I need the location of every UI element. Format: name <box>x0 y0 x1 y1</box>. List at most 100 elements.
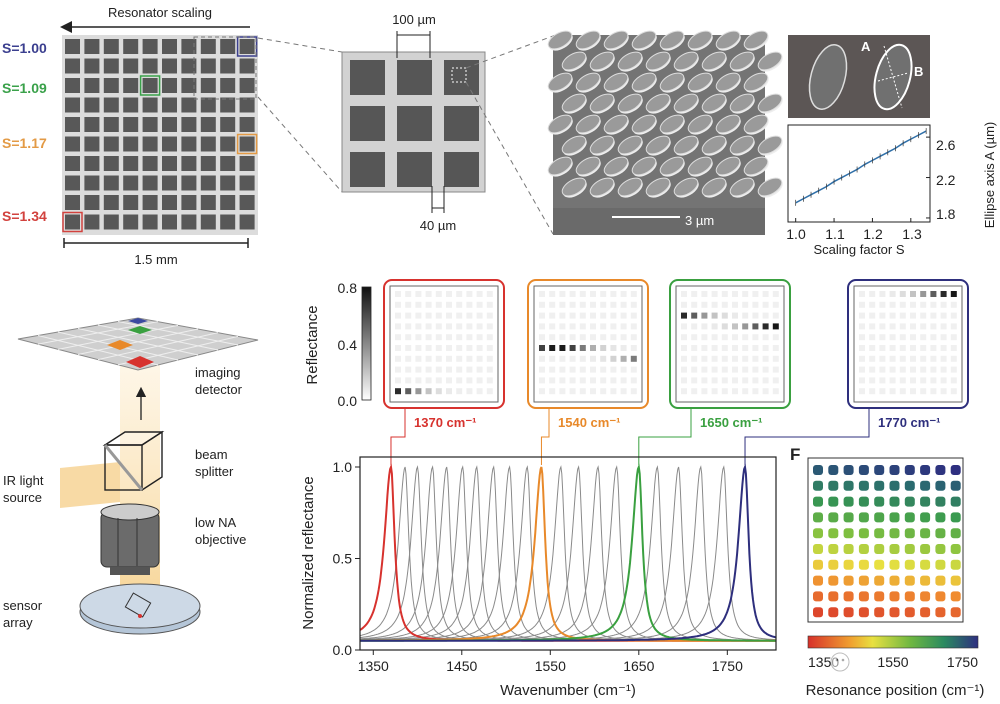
map-pixel <box>772 355 779 362</box>
x-tick: 1750 <box>712 658 743 674</box>
map-pixel <box>869 301 876 308</box>
nanoantenna <box>631 114 657 134</box>
map-pixel <box>630 345 637 351</box>
map-pixel <box>691 345 698 351</box>
colorbar-tick: 1550 <box>877 654 908 670</box>
map-pixel <box>435 388 442 395</box>
nanoantenna <box>603 72 629 92</box>
x-tick: 1.2 <box>863 226 883 242</box>
map-pixel <box>899 345 906 351</box>
map-pixel <box>476 312 483 319</box>
map-pixel <box>425 366 432 373</box>
map-pixel <box>859 388 865 395</box>
map-pixel <box>889 366 896 373</box>
map-pixel <box>425 377 432 384</box>
resonance-dot <box>828 559 839 570</box>
map-pixel <box>772 291 779 297</box>
axis-b-label: B <box>914 64 923 79</box>
map-pixel <box>415 388 422 395</box>
map-pixel <box>859 323 865 330</box>
resonance-dot <box>843 575 854 586</box>
map-pixel <box>559 301 566 308</box>
map-pixel <box>930 334 937 341</box>
nanoantenna <box>715 114 741 134</box>
map-pixel <box>539 377 545 384</box>
map-pixel <box>732 355 738 362</box>
resonance-dot <box>828 544 839 554</box>
resonator-square <box>239 117 255 132</box>
map-pixel <box>950 301 957 308</box>
spectra-frame <box>359 456 777 651</box>
resonance-dot <box>950 607 961 618</box>
map-pixel <box>539 366 545 373</box>
x-axis-label: Wavenumber (cm⁻¹) <box>500 682 636 699</box>
wavenumber-label: 1650 cm⁻¹ <box>700 415 763 430</box>
y-tick: 0.0 <box>333 642 353 658</box>
axis-a-line <box>883 45 903 109</box>
map-pixel <box>752 312 759 319</box>
map-pixel <box>910 388 916 395</box>
map-pixel <box>732 334 738 341</box>
map-pixel <box>910 323 916 330</box>
resonance-dot <box>935 496 946 507</box>
map-pixel <box>476 345 483 351</box>
map-pixel <box>395 334 401 341</box>
resonance-dot <box>935 575 946 586</box>
map-pixel <box>466 291 473 297</box>
resonator-square <box>220 39 236 54</box>
spectra-chart: 1350 1450 1550 1650 1750 1.0 0.5 0.0 Wavenumber… <box>300 456 777 699</box>
resonator-square <box>103 175 119 191</box>
resonance-dot <box>858 496 869 507</box>
y-tick: 0.5 <box>333 551 353 567</box>
resonator-square <box>181 156 197 171</box>
map-pixel <box>569 355 576 362</box>
map-pixel <box>879 355 886 362</box>
resonator-square <box>350 60 385 95</box>
map-pixel <box>721 345 728 351</box>
map-pixel <box>415 377 422 384</box>
map-pixel <box>446 377 452 384</box>
map-pixel <box>600 323 607 330</box>
nanoantenna <box>547 72 573 92</box>
map-pixel <box>910 355 916 362</box>
map-pixel <box>940 345 947 351</box>
map-pixel <box>446 388 452 395</box>
resonator-square <box>65 214 80 230</box>
map-pixel <box>456 301 463 308</box>
map-pixel <box>762 291 769 297</box>
nanoantenna <box>589 93 615 113</box>
map-pixel <box>435 345 442 351</box>
map-pixel <box>590 312 596 319</box>
map-pixel <box>466 312 473 319</box>
map-pixel <box>569 334 576 341</box>
map-pixel <box>610 345 617 351</box>
resonance-dot <box>950 465 961 475</box>
resonator-square <box>84 78 100 93</box>
map-pixel <box>395 323 401 330</box>
map-pixel <box>579 301 586 308</box>
x-tick: 1450 <box>446 658 477 674</box>
sensor-array-label: sensor <box>3 598 43 613</box>
scale-bar <box>63 238 249 248</box>
map-pixel <box>910 291 916 297</box>
map-pixel <box>466 388 473 395</box>
map-pixel <box>476 366 483 373</box>
resonator-square <box>444 106 479 141</box>
map-pixel <box>405 323 412 330</box>
map-pixel <box>742 334 749 341</box>
map-pixel <box>549 323 556 330</box>
resonance-dot <box>874 528 885 539</box>
resonator-square <box>123 97 139 113</box>
map-pixel <box>889 301 896 308</box>
resonance-dot <box>858 607 869 618</box>
resonator-square <box>84 195 100 210</box>
map-pixel <box>600 366 607 373</box>
nanoantenna <box>631 156 657 176</box>
nanoantenna <box>659 114 685 134</box>
map-pixel <box>620 301 627 308</box>
map-pixel <box>681 377 687 384</box>
resonance-dot <box>889 465 900 475</box>
map-pixel <box>681 301 687 308</box>
map-pixel <box>425 323 432 330</box>
peak-connector-line <box>638 408 692 465</box>
